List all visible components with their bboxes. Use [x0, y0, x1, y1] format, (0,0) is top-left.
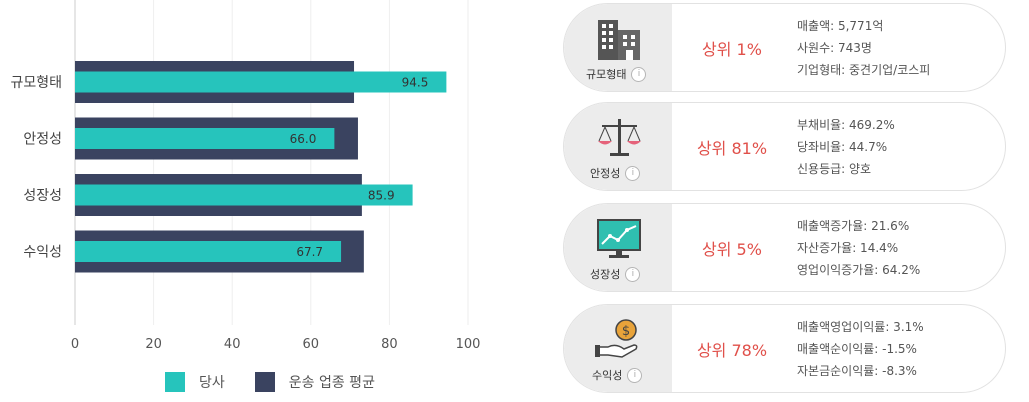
card-detail-line: 매출액: 5,771억 — [797, 19, 884, 33]
y-category-label: 성장성 — [23, 188, 62, 204]
bar-value-label: 85.9 — [368, 189, 395, 203]
x-tick-label: 0 — [71, 337, 79, 352]
card-detail-line: 신용등급: 양호 — [797, 162, 872, 176]
money-hand-icon: $ — [595, 319, 638, 358]
card-rank: 상위 81% — [696, 138, 768, 158]
card-detail-line: 기업형태: 중견기업/코스피 — [797, 63, 931, 77]
info-icon[interactable]: i — [625, 165, 641, 181]
info-icon[interactable]: i — [627, 367, 643, 383]
x-tick-label: 80 — [381, 337, 398, 352]
bar-value-label: 67.7 — [296, 245, 323, 259]
bar-company — [75, 184, 413, 206]
card-icon-box: 안정성 i — [564, 103, 672, 190]
card-growth: 성장성 i 상위 5% 매출액증가율: 21.6% 자산증가율: 14.4% 영… — [563, 203, 1006, 292]
card-detail-line: 매출액영업이익률: 3.1% — [797, 320, 924, 334]
card-detail-line: 자본금순이익률: -8.3% — [797, 364, 917, 378]
card-rank: 상위 5% — [702, 239, 762, 259]
bar-chart: 0 20 40 60 80 100 94.5 규모형태 66.0 안정성 85.9 성장성 67.7 수익… — [10, 0, 481, 352]
legend-item-industry[interactable]: 운송 업종 평균 — [254, 372, 375, 392]
card-caption: 안정성 i — [590, 165, 641, 181]
growth-chart-icon — [597, 219, 641, 258]
building-icon — [598, 20, 640, 60]
card-caption: 성장성 i — [590, 266, 641, 282]
legend-swatch-industry — [254, 372, 275, 392]
card-details: 매출액: 5,771억 사원수: 743명 기업형태: 중견기업/코스피 — [797, 15, 930, 81]
info-icon[interactable]: i — [625, 266, 641, 282]
x-tick-label: 40 — [224, 337, 241, 352]
card-detail-line: 부채비율: 469.2% — [797, 118, 895, 132]
card-details: 부채비율: 469.2% 당좌비율: 44.7% 신용등급: 양호 — [797, 114, 895, 180]
card-detail-line: 매출액증가율: 21.6% — [797, 219, 910, 233]
y-category-label: 안정성 — [23, 132, 62, 148]
legend-swatch-company — [165, 372, 185, 392]
card-caption: 수익성 i — [592, 367, 643, 383]
card-detail-line: 당좌비율: 44.7% — [797, 140, 888, 154]
x-tick-label: 60 — [303, 337, 320, 352]
card-caption-text: 성장성 — [590, 268, 621, 281]
scale-icon — [598, 119, 641, 156]
y-category-label: 수익성 — [23, 245, 62, 261]
card-icon-box: 성장성 i — [564, 204, 672, 291]
bar-company — [75, 128, 335, 149]
card-caption-text: 수익성 — [592, 369, 623, 382]
card-caption: 규모형태 i — [586, 66, 647, 82]
chart-legend: 당사 운송 업종 평균 — [165, 372, 405, 392]
card-caption-text: 안정성 — [590, 167, 621, 180]
x-tick-label: 20 — [145, 337, 162, 352]
legend-item-company[interactable]: 당사 — [165, 372, 225, 392]
card-icon-box: $ 수익성 i — [564, 305, 672, 392]
card-detail-line: 영업이익증가율: 64.2% — [797, 263, 921, 277]
card-caption-text: 규모형태 — [586, 68, 627, 81]
legend-label-industry: 운송 업종 평균 — [288, 375, 375, 391]
card-detail-line: 매출액순이익률: -1.5% — [797, 342, 917, 356]
card-profitability: $ 수익성 i 상위 78% 매출액영업이익률: 3.1% 매출액순이익률: -… — [563, 304, 1006, 393]
legend-label-company: 당사 — [199, 375, 225, 391]
card-detail-line: 사원수: 743명 — [797, 41, 872, 55]
card-details: 매출액증가율: 21.6% 자산증가율: 14.4% 영업이익증가율: 64.2… — [797, 215, 920, 281]
svg-text:$: $ — [622, 324, 630, 339]
bar-company — [75, 71, 447, 93]
info-icon[interactable]: i — [631, 66, 647, 82]
card-detail-line: 자산증가율: 14.4% — [797, 241, 899, 255]
bar-company — [75, 241, 342, 262]
card-scale: 규모형태 i 상위 1% 매출액: 5,771억 사원수: 743명 기업형태:… — [563, 3, 1006, 92]
card-rank: 상위 78% — [696, 340, 768, 360]
card-icon-box: 규모형태 i — [564, 4, 672, 91]
y-category-label: 규모형태 — [10, 75, 62, 91]
card-details: 매출액영업이익률: 3.1% 매출액순이익률: -1.5% 자본금순이익률: -… — [797, 316, 924, 382]
card-stability: 안정성 i 상위 81% 부채비율: 469.2% 당좌비율: 44.7% 신용… — [563, 102, 1006, 191]
x-tick-label: 100 — [456, 337, 481, 352]
bar-value-label: 94.5 — [402, 76, 429, 90]
card-rank: 상위 1% — [702, 39, 762, 59]
bar-value-label: 66.0 — [290, 132, 317, 146]
